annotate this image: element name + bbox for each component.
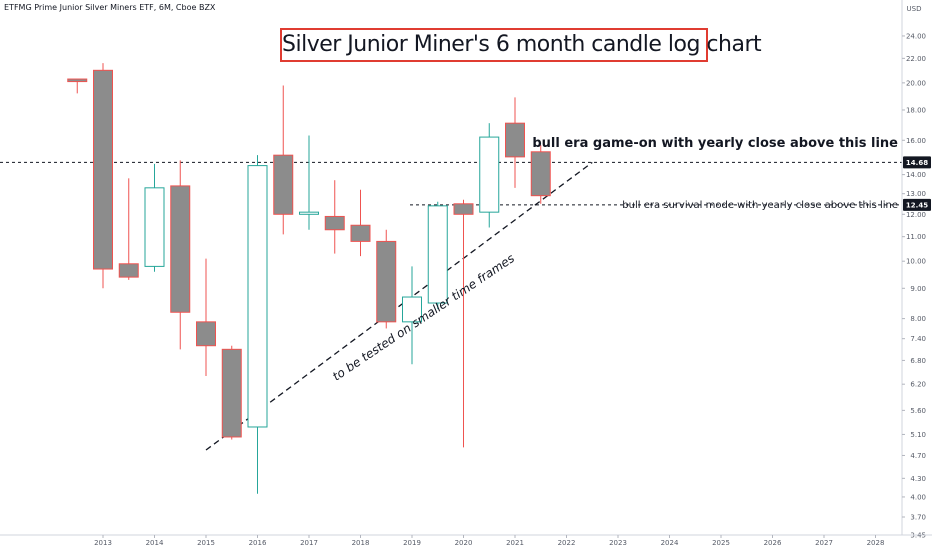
y-tick-label: 4.30: [910, 475, 926, 483]
chart-title-box: Silver Junior Miner's 6 month candle log…: [280, 28, 762, 62]
y-tick-label: 12.00: [906, 211, 926, 219]
y-tick-label: 20.00: [906, 79, 926, 87]
x-tick-label: 2017: [300, 539, 318, 547]
candle-body: [118, 263, 139, 278]
candles: [67, 63, 551, 494]
candle: [221, 345, 242, 440]
symbol-header: ETFMG Prime Junior Silver Miners ETF, 6M…: [4, 3, 216, 12]
x-tick-label: 2015: [197, 539, 215, 547]
x-tick-label: 2025: [712, 539, 730, 547]
candle-body: [427, 205, 448, 304]
y-tick-label: 7.40: [910, 335, 926, 343]
x-tick-label: 2027: [815, 539, 833, 547]
candle: [350, 189, 371, 257]
candle: [93, 63, 113, 289]
y-tick-label: 8.00: [910, 315, 926, 323]
x-tick-label: 2023: [609, 539, 627, 547]
y-tick-label: 24.00: [906, 32, 926, 40]
y-tick-label: 13.00: [906, 190, 926, 198]
y-tick-label: 14.00: [906, 171, 926, 179]
candle: [196, 258, 216, 377]
y-tick-label: 5.10: [910, 431, 926, 439]
candle: [530, 145, 551, 204]
x-tick-label: 2028: [867, 539, 885, 547]
x-tick-label: 2024: [661, 539, 679, 547]
candle: [170, 160, 191, 350]
trendline: [205, 161, 593, 451]
y-tick-label: 5.60: [910, 407, 926, 415]
x-tick-label: 2022: [558, 539, 576, 547]
annotation-bull-survival: bull era survival mode with yearly close…: [622, 200, 898, 211]
x-tick-label: 2019: [403, 539, 421, 547]
candle-body: [376, 240, 397, 323]
candle: [247, 155, 268, 494]
price-badge: [903, 198, 931, 211]
y-tick-label: 22.00: [906, 55, 926, 63]
price-badge: [903, 156, 931, 169]
x-tick-label: 2026: [764, 539, 782, 547]
candle-body: [247, 165, 268, 428]
annotation-bull-game-on: bull era game-on with yearly close above…: [532, 136, 898, 151]
candle: [67, 78, 88, 94]
y-tick-label: 3.70: [910, 514, 926, 522]
x-tick-label: 2020: [455, 539, 473, 547]
y-tick-label: 6.80: [910, 357, 926, 365]
candle: [402, 266, 422, 365]
candle: [144, 163, 165, 272]
level-lines: [0, 161, 902, 206]
candle-body: [67, 78, 88, 83]
candle-body: [299, 211, 319, 215]
y-tick-label: 18.00: [906, 106, 926, 114]
x-tick-label: 2018: [352, 539, 370, 547]
candle-body: [530, 151, 551, 197]
candle: [299, 135, 319, 230]
candle-body: [324, 215, 345, 231]
candle-body: [479, 136, 500, 213]
candle: [118, 178, 139, 280]
candle: [427, 201, 448, 310]
price-badge-label: 12.45: [906, 201, 928, 209]
price-badges: 14.68 12.45: [903, 156, 931, 211]
candle-body: [402, 296, 422, 323]
y-axis-unit: USD: [907, 5, 922, 13]
x-tick-label: 2013: [94, 539, 112, 547]
candle-body: [196, 321, 216, 347]
candle: [324, 180, 345, 254]
x-tick-label: 2021: [506, 539, 524, 547]
candle-body: [221, 348, 242, 438]
y-tick-label: 10.00: [906, 258, 926, 266]
candle: [273, 85, 294, 235]
y-tick-label: 16.00: [906, 137, 926, 145]
x-tick-label: 2014: [146, 539, 164, 547]
candle: [376, 229, 397, 329]
candle: [505, 97, 525, 188]
candle-body: [144, 187, 165, 267]
price-badge-label: 14.68: [906, 159, 928, 167]
y-tick-label: 4.70: [910, 452, 926, 460]
y-tick-label: 4.00: [910, 493, 926, 501]
y-tick-label: 9.00: [910, 285, 926, 293]
candle-body: [505, 122, 525, 158]
trendline-line: [205, 161, 593, 451]
candle: [479, 123, 500, 228]
y-tick-label: 11.00: [906, 233, 926, 241]
y-tick-label: 6.20: [910, 381, 926, 389]
chart-title: Silver Junior Miner's 6 month candle log…: [282, 32, 762, 57]
candle-body: [350, 224, 371, 242]
candle-body: [273, 154, 294, 215]
candle-body: [93, 69, 113, 270]
x-tick-label: 2016: [249, 539, 267, 547]
candle-body: [453, 203, 474, 215]
candle-body: [170, 185, 191, 313]
candle: [453, 199, 474, 448]
y-axis[interactable]: USD 24.00 22.00 20.00 18.00 16.00 14.00 13.00 12…: [901, 0, 926, 540]
x-axis[interactable]: 2013 2014 2015 2016 2017 2018 2019 2020 2021 2022…: [0, 534, 932, 547]
